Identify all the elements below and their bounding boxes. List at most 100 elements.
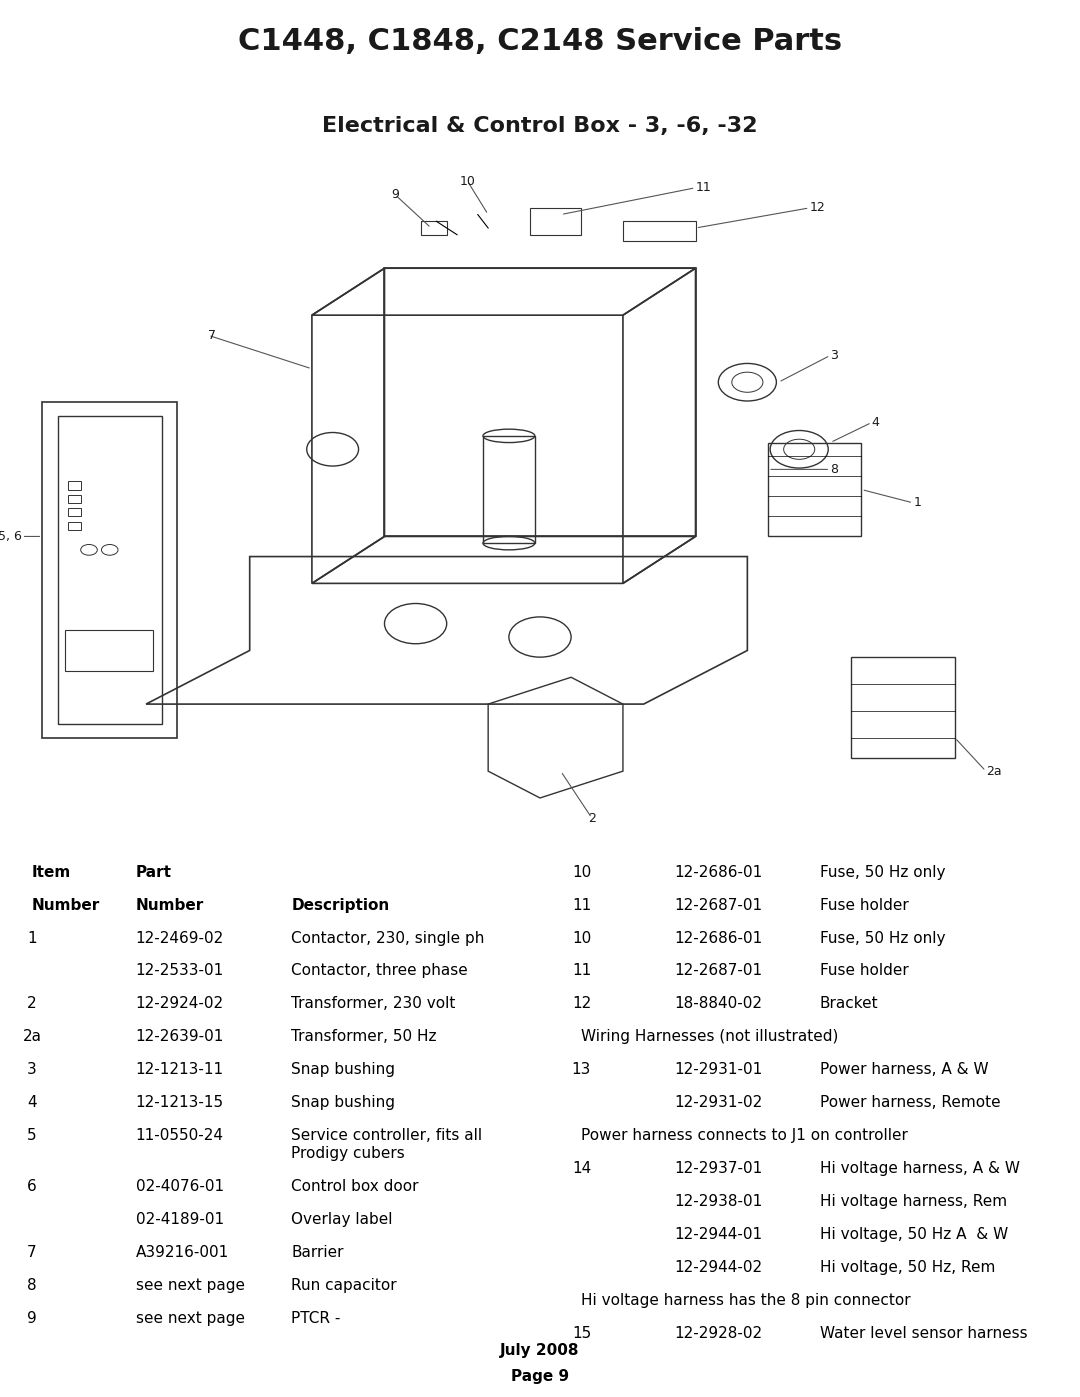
Text: 11: 11: [571, 964, 591, 978]
Text: 7: 7: [208, 328, 216, 342]
Text: 4: 4: [872, 416, 879, 429]
Text: July 2008: July 2008: [500, 1343, 580, 1358]
Text: 3: 3: [27, 1062, 37, 1077]
Text: Snap bushing: Snap bushing: [292, 1095, 395, 1111]
Text: 12-2533-01: 12-2533-01: [136, 964, 224, 978]
Bar: [421, 221, 447, 235]
Text: Snap bushing: Snap bushing: [292, 1062, 395, 1077]
Text: Transformer, 50 Hz: Transformer, 50 Hz: [292, 1030, 436, 1045]
Text: 5: 5: [27, 1127, 37, 1143]
Text: 12-2639-01: 12-2639-01: [136, 1030, 224, 1045]
Text: PTCR -: PTCR -: [292, 1310, 340, 1326]
Text: A39216-001: A39216-001: [136, 1245, 229, 1260]
Text: Contactor, three phase: Contactor, three phase: [292, 964, 468, 978]
Text: Service controller, fits all: Service controller, fits all: [292, 1127, 483, 1143]
Text: 11: 11: [696, 182, 712, 194]
Text: 2: 2: [588, 812, 596, 824]
Text: 10: 10: [571, 930, 591, 946]
Text: 12-2931-02: 12-2931-02: [675, 1095, 764, 1111]
Text: see next page: see next page: [136, 1278, 245, 1292]
Text: 8: 8: [27, 1278, 37, 1292]
Text: Power harness, A & W: Power harness, A & W: [820, 1062, 988, 1077]
Text: see next page: see next page: [136, 1310, 245, 1326]
Text: 9: 9: [27, 1310, 37, 1326]
Text: 3: 3: [831, 349, 838, 362]
Text: Contactor, 230, single ph: Contactor, 230, single ph: [292, 930, 485, 946]
Text: 9: 9: [391, 189, 399, 201]
Text: Electrical & Control Box - 3, -6, -32: Electrical & Control Box - 3, -6, -32: [322, 116, 758, 136]
Text: Fuse holder: Fuse holder: [820, 964, 908, 978]
Bar: [768, 443, 862, 536]
Bar: [623, 221, 696, 242]
Text: 12-2469-02: 12-2469-02: [136, 930, 224, 946]
Text: Page 9: Page 9: [511, 1369, 569, 1384]
Text: Bracket: Bracket: [820, 996, 878, 1011]
Text: 12-2686-01: 12-2686-01: [675, 930, 764, 946]
Text: 1: 1: [914, 496, 921, 510]
Text: 12-2944-02: 12-2944-02: [675, 1260, 762, 1274]
Text: 6: 6: [27, 1179, 37, 1194]
Bar: [483, 436, 535, 543]
Text: Water level sensor harness: Water level sensor harness: [820, 1326, 1027, 1341]
Text: Barrier: Barrier: [292, 1245, 343, 1260]
Bar: [529, 208, 581, 235]
Text: Wiring Harnesses (not illustrated): Wiring Harnesses (not illustrated): [581, 1030, 839, 1045]
Text: C1448, C1848, C2148 Service Parts: C1448, C1848, C2148 Service Parts: [238, 28, 842, 56]
Text: 12-2937-01: 12-2937-01: [675, 1161, 764, 1176]
Text: 12-2687-01: 12-2687-01: [675, 964, 762, 978]
Text: 02-4076-01: 02-4076-01: [136, 1179, 224, 1194]
Text: 12-2938-01: 12-2938-01: [675, 1194, 764, 1208]
Bar: [68, 495, 81, 503]
Bar: [68, 509, 81, 517]
Text: 15: 15: [571, 1326, 591, 1341]
Text: 12-1213-15: 12-1213-15: [136, 1095, 224, 1111]
Text: Part: Part: [136, 865, 172, 880]
Text: 12-2928-02: 12-2928-02: [675, 1326, 762, 1341]
Text: 7: 7: [27, 1245, 37, 1260]
Bar: [68, 521, 81, 529]
Text: Hi voltage harness, A & W: Hi voltage harness, A & W: [820, 1161, 1020, 1176]
Text: 12: 12: [571, 996, 591, 1011]
Text: 2a: 2a: [23, 1030, 41, 1045]
Bar: [68, 482, 81, 489]
Text: 11-0550-24: 11-0550-24: [136, 1127, 224, 1143]
Text: 12: 12: [810, 201, 825, 214]
Text: Hi voltage, 50 Hz A  & W: Hi voltage, 50 Hz A & W: [820, 1227, 1009, 1242]
Text: 12-2924-02: 12-2924-02: [136, 996, 224, 1011]
Text: 12-2944-01: 12-2944-01: [675, 1227, 762, 1242]
Bar: [851, 657, 955, 757]
Text: Number: Number: [136, 898, 204, 912]
Text: Run capacitor: Run capacitor: [292, 1278, 396, 1292]
Text: 02-4189-01: 02-4189-01: [136, 1213, 224, 1227]
Text: Hi voltage harness has the 8 pin connector: Hi voltage harness has the 8 pin connect…: [581, 1292, 912, 1308]
Text: Fuse, 50 Hz only: Fuse, 50 Hz only: [820, 930, 945, 946]
Text: Overlay label: Overlay label: [292, 1213, 393, 1227]
Text: Description: Description: [292, 898, 390, 912]
Text: 12-2931-01: 12-2931-01: [675, 1062, 764, 1077]
Text: 2a: 2a: [986, 764, 1001, 778]
Text: 1: 1: [27, 930, 37, 946]
Text: 5, 6: 5, 6: [0, 529, 22, 543]
Text: Transformer, 230 volt: Transformer, 230 volt: [292, 996, 456, 1011]
Text: 10: 10: [459, 175, 475, 187]
Text: 4: 4: [27, 1095, 37, 1111]
Text: Power harness, Remote: Power harness, Remote: [820, 1095, 1000, 1111]
Text: 14: 14: [571, 1161, 591, 1176]
Text: Control box door: Control box door: [292, 1179, 419, 1194]
Text: 12-2687-01: 12-2687-01: [675, 898, 762, 912]
Text: 12-2686-01: 12-2686-01: [675, 865, 764, 880]
Text: Fuse, 50 Hz only: Fuse, 50 Hz only: [820, 865, 945, 880]
Bar: [65, 630, 153, 671]
Text: Power harness connects to J1 on controller: Power harness connects to J1 on controll…: [581, 1127, 908, 1143]
Text: 13: 13: [571, 1062, 591, 1077]
Text: Item: Item: [32, 865, 71, 880]
Text: Fuse holder: Fuse holder: [820, 898, 908, 912]
Text: Number: Number: [32, 898, 100, 912]
Text: 8: 8: [831, 462, 838, 476]
Text: Hi voltage harness, Rem: Hi voltage harness, Rem: [820, 1194, 1007, 1208]
Text: 12-1213-11: 12-1213-11: [136, 1062, 224, 1077]
Text: 11: 11: [571, 898, 591, 912]
Text: Hi voltage, 50 Hz, Rem: Hi voltage, 50 Hz, Rem: [820, 1260, 996, 1274]
Text: 10: 10: [571, 865, 591, 880]
Text: 2: 2: [27, 996, 37, 1011]
